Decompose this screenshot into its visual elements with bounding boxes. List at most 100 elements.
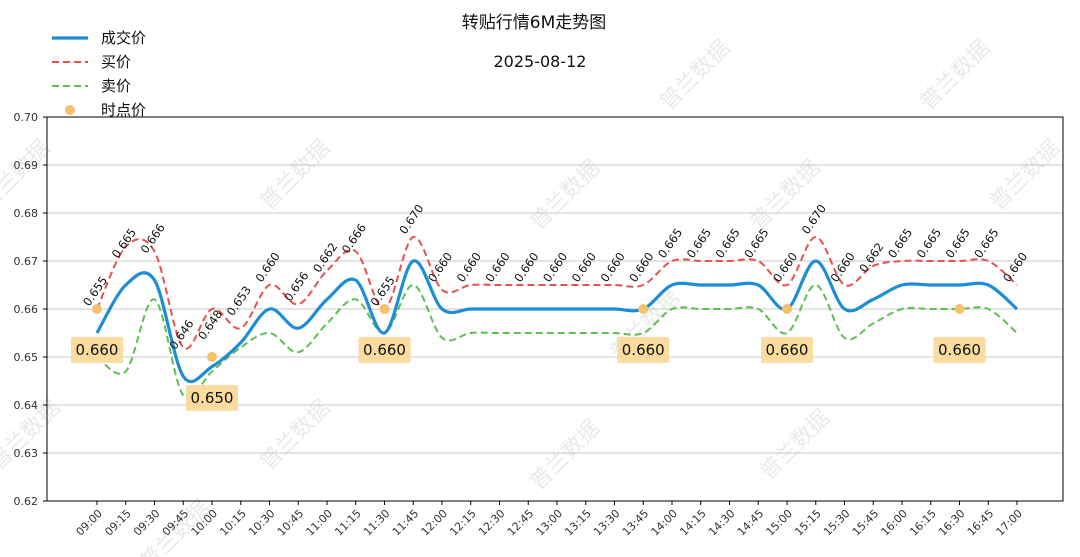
callout-label: 0.650: [191, 389, 234, 407]
data-label: 0.660: [454, 250, 484, 285]
x-tick-label: 13:00: [534, 507, 566, 539]
x-tick-label: 14:15: [677, 507, 709, 539]
data-label: 0.660: [770, 250, 800, 285]
time-point-dot: [379, 304, 390, 314]
data-label: 0.665: [684, 226, 714, 261]
y-tick-label: 0.65: [14, 351, 39, 364]
x-tick-label: 15:45: [850, 507, 882, 539]
callout-box: [358, 337, 411, 363]
x-tick-label: 16:30: [936, 507, 968, 539]
series-line-0: [95, 259, 1019, 384]
y-tick-label: 0.68: [14, 207, 39, 220]
data-label: 0.665: [885, 226, 915, 261]
watermark-text: 普兰数据: [985, 135, 1065, 215]
data-label: 0.665: [914, 226, 944, 261]
callout-label: 0.660: [766, 341, 809, 359]
data-label: 0.656: [281, 269, 311, 304]
x-tick-label: 12:45: [505, 507, 537, 539]
y-tick-label: 0.67: [14, 255, 39, 268]
y-tick-label: 0.63: [14, 447, 39, 460]
x-tick-label: 16:15: [907, 507, 939, 539]
x-tick-label: 10:30: [246, 507, 278, 539]
x-tick-label: 11:00: [304, 507, 336, 539]
callout-label: 0.660: [938, 341, 981, 359]
x-tick-label: 11:45: [390, 507, 422, 539]
data-label: 0.655: [80, 274, 110, 309]
callout-box: [761, 337, 813, 363]
callout-label: 0.660: [622, 341, 665, 359]
watermark-text: 普兰数据: [915, 35, 995, 115]
x-axis: 09:0009:1509:3009:4510:0010:1510:3010:45…: [74, 501, 1025, 539]
x-tick-label: 16:00: [879, 507, 911, 539]
legend-label: 买价: [101, 53, 131, 71]
data-label: 0.665: [109, 226, 139, 261]
y-tick-label: 0.62: [14, 495, 39, 508]
data-label: 0.660: [252, 250, 282, 285]
data-label: 0.665: [712, 226, 742, 261]
data-label: 0.665: [741, 226, 771, 261]
data-label: 0.670: [799, 202, 829, 237]
data-label: 0.665: [655, 226, 685, 261]
x-tick-label: 16:45: [965, 507, 997, 539]
x-tick-label: 13:30: [591, 507, 623, 539]
x-tick-label: 09:00: [74, 507, 106, 539]
legend-label: 成交价: [101, 29, 146, 47]
time-point-dot: [638, 304, 649, 314]
series-line-1: [96, 236, 1018, 350]
time-point-dot: [782, 304, 792, 314]
data-label: 0.660: [540, 250, 570, 285]
data-label: 0.660: [511, 250, 541, 285]
data-label: 0.660: [1000, 250, 1030, 285]
x-tick-label: 10:15: [217, 507, 249, 539]
x-tick-label: 11:15: [332, 507, 364, 539]
data-label: 0.660: [425, 250, 455, 285]
watermark-text: 普兰数据: [255, 395, 335, 475]
data-label: 0.662: [310, 240, 340, 275]
data-label: 0.662: [856, 240, 886, 275]
y-tick-label: 0.66: [14, 303, 39, 316]
legend-label: 时点价: [101, 101, 146, 119]
time-point-dot: [954, 304, 965, 314]
legend-swatch-dot: [65, 105, 75, 115]
legend-label: 卖价: [101, 77, 131, 95]
data-label: 0.670: [396, 202, 426, 237]
data-labels: 0.6550.6650.6660.6460.6480.6530.6600.656…: [80, 202, 1030, 352]
x-tick-label: 11:30: [361, 507, 393, 539]
watermark-text: 普兰数据: [525, 155, 605, 235]
data-label: 0.660: [827, 250, 857, 285]
watermark-text: 普兰数据: [755, 405, 835, 485]
x-tick-label: 13:15: [562, 507, 594, 539]
callout-box: [933, 337, 986, 363]
y-axis: 0.62 0.63 0.64 0.65 0.66 0.67 0.68 0.69 0.70: [14, 111, 47, 508]
data-label: 0.660: [482, 250, 512, 285]
watermark-text: 普兰数据: [525, 415, 605, 495]
x-tick-label: 12:15: [447, 507, 479, 539]
x-tick-label: 14:00: [649, 507, 681, 539]
series-lines: [95, 236, 1019, 400]
y-tick-label: 0.69: [14, 159, 39, 172]
data-label: 0.653: [224, 283, 254, 318]
time-point-callouts: 0.660 0.650 0.660 0.660 0.660 0.660: [71, 337, 986, 411]
callout-box: [71, 337, 123, 363]
x-tick-label: 15:00: [764, 507, 796, 539]
data-label: 0.665: [971, 226, 1001, 261]
x-tick-label: 14:45: [735, 507, 767, 539]
watermark-text: 普兰数据: [655, 35, 735, 115]
x-tick-label: 09:15: [102, 507, 134, 539]
data-label: 0.660: [569, 250, 599, 285]
y-tick-label: 0.70: [14, 111, 39, 124]
watermark-text: 普兰数据: [255, 135, 335, 215]
y-tick-label: 0.64: [14, 399, 39, 412]
x-tick-label: 15:15: [792, 507, 824, 539]
time-point-dot: [92, 304, 102, 314]
x-tick-label: 12:30: [476, 507, 508, 539]
data-label: 0.666: [137, 221, 167, 256]
x-tick-label: 13:45: [620, 507, 652, 539]
data-label: 0.665: [942, 226, 972, 261]
callout-label: 0.660: [76, 341, 119, 359]
data-label: 0.648: [195, 307, 225, 342]
time-point-dot: [207, 352, 217, 362]
chart-date: 2025-08-12: [494, 52, 587, 71]
callout-box: [617, 337, 670, 363]
